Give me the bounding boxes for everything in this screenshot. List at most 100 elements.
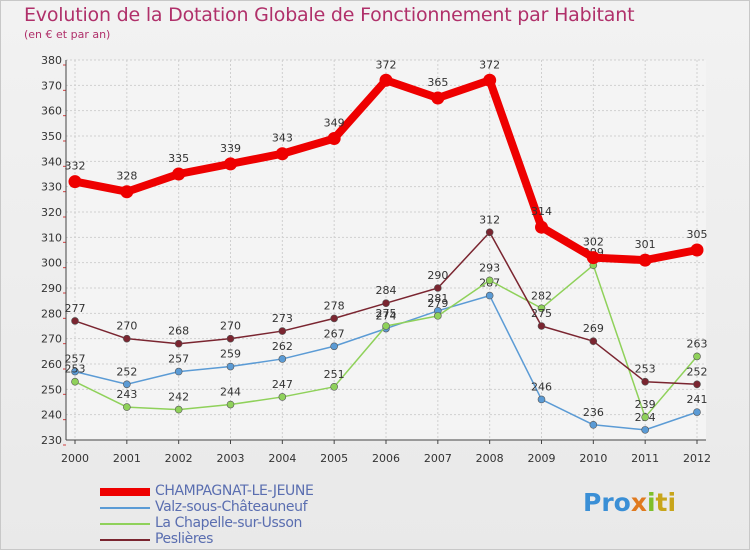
legend-swatch: [100, 539, 150, 541]
legend-swatch: [100, 523, 150, 525]
data-point: [123, 334, 131, 343]
data-point: [174, 405, 183, 414]
x-tick-label: 2010: [579, 452, 607, 465]
data-point: [431, 91, 445, 105]
data-label: 247: [272, 378, 293, 391]
data-point: [330, 342, 338, 351]
data-point: [641, 377, 649, 386]
data-label: 277: [65, 302, 86, 315]
data-label: 279: [427, 297, 448, 310]
series-2: 253243242244247251275279293282299239263: [65, 246, 708, 422]
data-point: [434, 312, 442, 320]
data-label: 259: [220, 348, 241, 361]
data-point: [641, 426, 649, 434]
data-label: 349: [324, 117, 345, 130]
x-tick-label: 2011: [631, 452, 659, 465]
data-point: [71, 317, 79, 325]
data-label: 270: [116, 320, 137, 333]
data-point: [226, 400, 235, 409]
x-tick-label: 2000: [61, 452, 89, 465]
data-point: [693, 408, 701, 416]
data-label: 343: [272, 132, 293, 145]
data-label: 253: [65, 363, 86, 376]
x-tick-label: 2004: [268, 452, 296, 465]
data-label: 268: [168, 325, 189, 338]
y-tick-label: 290: [41, 282, 62, 295]
data-label: 269: [583, 322, 604, 335]
data-label: 314: [531, 205, 552, 218]
y-tick-label: 240: [41, 409, 62, 422]
data-point: [174, 339, 183, 348]
data-label: 332: [65, 160, 86, 173]
data-point: [693, 380, 701, 389]
legend-label: Valz-sous-Châteauneuf: [155, 499, 308, 515]
data-label: 262: [272, 340, 293, 353]
data-point: [174, 367, 183, 376]
proxiti-logo: Proxiti: [583, 488, 677, 517]
data-label: 270: [220, 320, 241, 333]
data-point: [278, 355, 287, 363]
data-point: [71, 367, 79, 376]
data-point: [638, 253, 652, 267]
x-tick-label: 2003: [217, 452, 245, 465]
data-point: [485, 228, 494, 237]
data-point: [382, 322, 390, 330]
data-label: 257: [65, 353, 86, 366]
data-point: [275, 147, 289, 161]
data-label: 241: [687, 393, 708, 406]
data-label: 290: [427, 269, 448, 282]
data-point: [226, 362, 235, 371]
data-point: [278, 393, 287, 401]
y-tick-label: 340: [41, 155, 62, 168]
x-tick-label: 2012: [683, 452, 711, 465]
data-point: [485, 291, 494, 300]
y-tick-label: 230: [41, 434, 62, 447]
legend-label: La Chapelle-sur-Usson: [155, 515, 302, 531]
data-label: 305: [687, 228, 708, 241]
data-label: 252: [116, 365, 137, 378]
data-label: 278: [324, 299, 345, 312]
data-point: [589, 420, 598, 429]
data-label: 365: [427, 76, 448, 89]
data-point: [434, 284, 442, 292]
data-label: 302: [583, 236, 604, 249]
data-label: 284: [376, 284, 397, 297]
y-tick-label: 270: [41, 333, 62, 346]
x-tick-label: 2009: [528, 452, 556, 465]
data-point: [330, 314, 338, 323]
data-point: [224, 157, 237, 171]
data-label: 335: [168, 152, 189, 165]
data-label: 282: [531, 289, 552, 302]
y-tick-label: 360: [41, 105, 62, 118]
data-point: [483, 73, 497, 87]
data-label: 372: [479, 58, 500, 71]
series-0: 332 328 335 339 343 349 372 365 372 314 302 301 305: [65, 58, 708, 267]
data-label: 252: [687, 365, 708, 378]
y-tick-label: 320: [41, 206, 62, 219]
data-label: 372: [376, 58, 397, 71]
data-label: 263: [687, 337, 708, 350]
data-label: 312: [479, 213, 500, 226]
data-label: 281: [427, 292, 448, 305]
y-tick-label: 370: [41, 79, 62, 92]
x-tick-label: 2002: [165, 452, 193, 465]
data-point: [690, 243, 704, 257]
data-point: [120, 185, 134, 199]
y-tick-label: 280: [41, 307, 62, 320]
data-label: 339: [220, 142, 241, 155]
data-point: [535, 220, 548, 234]
data-point: [68, 175, 82, 189]
data-label: 244: [220, 386, 241, 399]
data-point: [330, 382, 338, 391]
x-tick-label: 2007: [424, 452, 452, 465]
data-label: 328: [116, 170, 137, 183]
data-point: [123, 380, 131, 389]
data-point: [123, 403, 131, 411]
data-label: 267: [324, 327, 345, 340]
data-label: 242: [168, 391, 189, 404]
data-label: 275: [531, 307, 552, 320]
y-tick-label: 330: [41, 181, 62, 194]
data-label: 274: [376, 310, 397, 323]
data-label: 301: [635, 238, 656, 251]
